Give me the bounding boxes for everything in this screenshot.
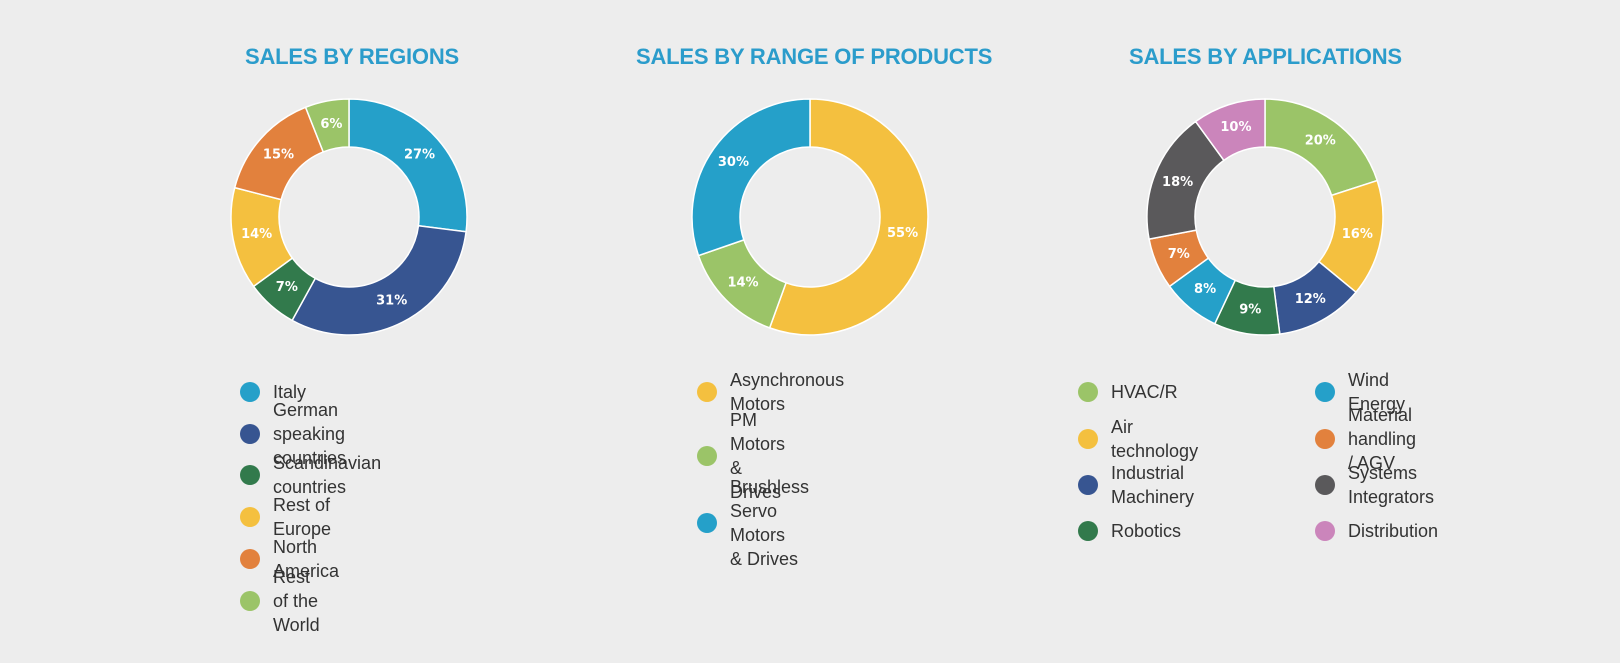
legend-swatch <box>1078 521 1098 541</box>
slice-asynchronous-motors <box>768 98 929 336</box>
slice-distribution <box>1194 98 1266 162</box>
legend-swatch <box>1315 521 1335 541</box>
legend-swatch <box>697 382 717 402</box>
legend-label: Scandinavian countries <box>273 453 382 497</box>
legend-label: Systems Integrators <box>1348 463 1435 507</box>
legend-label: Wind Energy <box>1348 370 1406 414</box>
slice-german-speaking-countries <box>291 224 467 336</box>
legend-label: German speaking countries <box>273 400 347 468</box>
legend-label: North America <box>273 537 340 581</box>
legend-item-robotics: Robotics <box>1078 519 1181 543</box>
legend-swatch <box>1078 382 1098 402</box>
legend-item-pm-motors-drives: PM Motors & Drives <box>697 408 785 504</box>
legend-swatch <box>1315 429 1335 449</box>
legend-swatch <box>240 382 260 402</box>
legend-swatch <box>1315 475 1335 495</box>
legend-label: Distribution <box>1348 521 1439 541</box>
legend-item-material-handling-agv: Material handling / AGV <box>1315 403 1416 475</box>
slice-label: 18% <box>1162 175 1193 190</box>
slice-brushless-servo-motors-drives <box>691 98 811 257</box>
legend-swatch <box>697 446 717 466</box>
legend-item-rest-of-the-world: Rest of the World <box>240 565 320 637</box>
legend-swatch <box>1315 382 1335 402</box>
slice-label: 10% <box>1220 120 1251 135</box>
slice-label: 20% <box>1305 133 1336 148</box>
legend-swatch <box>240 507 260 527</box>
legend-item-industrial-machinery: Industrial Machinery <box>1078 461 1194 509</box>
chart-title: SALES BY RANGE OF PRODUCTS <box>636 44 993 69</box>
legend-label: HVAC/R <box>1111 382 1178 402</box>
slice-label: 12% <box>1295 292 1326 307</box>
legend-label: Robotics <box>1111 521 1182 541</box>
slice-label: 14% <box>727 275 758 290</box>
legend-label: Brushless Servo Motors & Drives <box>730 477 810 569</box>
legend-label: Rest of Europe <box>273 495 332 539</box>
slice-label: 31% <box>376 293 407 308</box>
legend-swatch <box>1078 475 1098 495</box>
slice-label: 7% <box>1168 247 1190 262</box>
legend-label: PM Motors & Drives <box>730 410 786 502</box>
chart-title: SALES BY APPLICATIONS <box>1129 44 1402 69</box>
legend-item-brushless-servo-motors-drives: Brushless Servo Motors & Drives <box>697 475 809 571</box>
slice-label: 27% <box>404 147 435 162</box>
legend-label: Industrial Machinery <box>1111 463 1195 507</box>
legend-item-north-america: North America <box>240 535 339 583</box>
slice-italy <box>348 98 468 233</box>
legend-label: Italy <box>273 382 307 402</box>
slice-label: 6% <box>320 117 342 132</box>
chart-title: SALES BY REGIONS <box>245 44 459 69</box>
legend-label: Air technology <box>1111 417 1199 461</box>
legend-item-distribution: Distribution <box>1315 519 1438 543</box>
legend-item-systems-integrators: Systems Integrators <box>1315 461 1434 509</box>
legend-item-german-speaking-countries: German speaking countries <box>240 398 346 470</box>
legend-swatch <box>697 513 717 533</box>
legend-label: Material handling / AGV <box>1348 405 1417 473</box>
donut-chart: 20% 16% 12% 9% 8% 7% 18% 10% <box>1146 98 1384 336</box>
legend-swatch <box>240 591 260 611</box>
legend-item-asynchronous-motors: Asynchronous Motors <box>697 368 844 416</box>
legend-label: Asynchronous Motors <box>730 370 845 414</box>
slice-label: 16% <box>1342 227 1373 242</box>
legend-swatch <box>1078 429 1098 449</box>
legend-item-italy: Italy <box>240 380 306 404</box>
legend-swatch <box>240 549 260 569</box>
legend-swatch <box>240 424 260 444</box>
legend-item-wind-energy: Wind Energy <box>1315 368 1405 416</box>
slice-label: 30% <box>718 155 749 170</box>
slice-label: 8% <box>1194 282 1216 297</box>
slice-label: 15% <box>263 147 294 162</box>
slice-rest-of-the-world <box>304 98 350 153</box>
legend-item-rest-of-europe: Rest of Europe <box>240 493 331 541</box>
slice-label: 9% <box>1239 302 1261 317</box>
slice-label: 14% <box>241 227 272 242</box>
legend-label: Rest of the World <box>273 567 320 635</box>
legend-item-air-technology: Air technology <box>1078 415 1198 463</box>
legend-swatch <box>240 465 260 485</box>
slice-label: 55% <box>887 226 918 241</box>
donut-chart: 55% 14% 30% <box>691 98 929 336</box>
legend-item-hvac-r: HVAC/R <box>1078 380 1178 404</box>
legend-item-scandinavian-countries: Scandinavian countries <box>240 451 381 499</box>
donut-chart: 27% 31% 7% 14% 15% 6% <box>230 98 468 336</box>
slice-label: 7% <box>276 280 298 295</box>
